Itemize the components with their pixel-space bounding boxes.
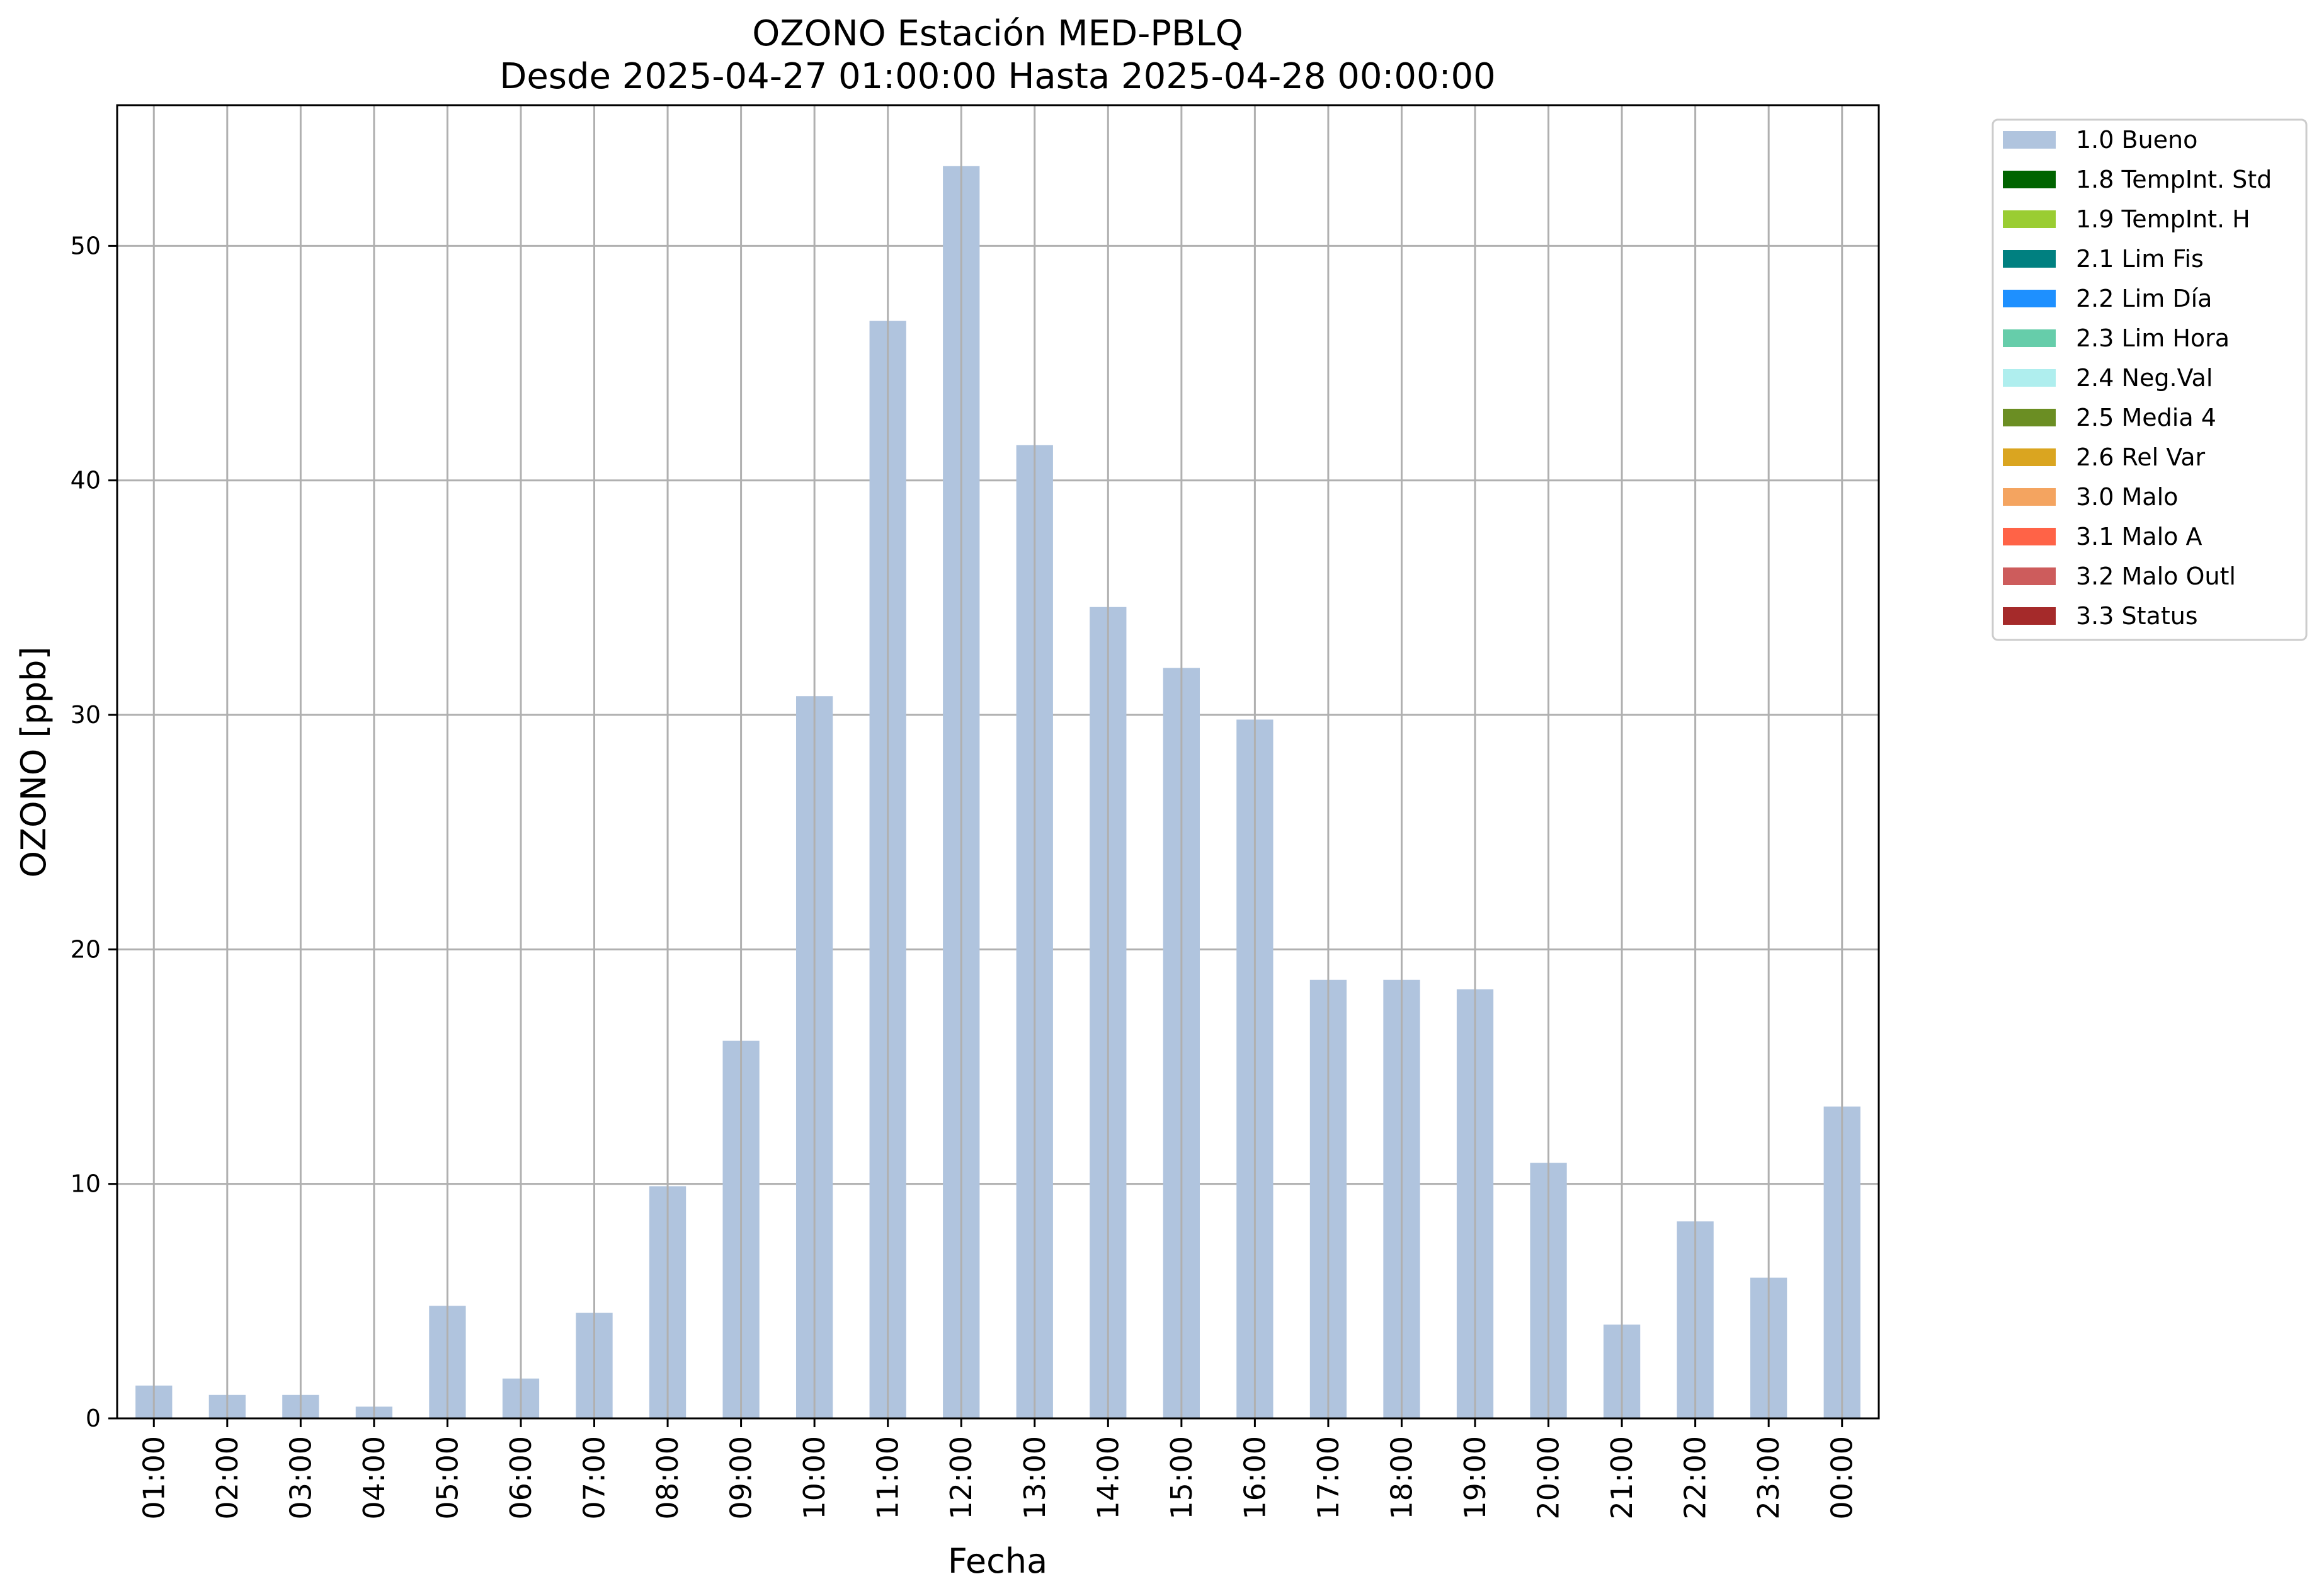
x-tick-label: 04:00 <box>357 1436 391 1520</box>
x-tick-label: 15:00 <box>1165 1436 1199 1520</box>
x-tick-label: 20:00 <box>1532 1436 1566 1520</box>
y-tick-label: 20 <box>71 935 101 963</box>
x-tick-label: 01:00 <box>137 1436 171 1520</box>
x-tick-label: 03:00 <box>283 1436 317 1520</box>
x-tick-label: 09:00 <box>724 1436 758 1520</box>
plot-grid <box>117 244 1879 1185</box>
legend-swatch <box>2003 290 2056 307</box>
legend: 1.0 Bueno 1.8 TempInt. Std 1.9 TempInt. H 2… <box>1991 118 2308 641</box>
x-tick-label: 11:00 <box>871 1436 905 1520</box>
y-tick-label: 30 <box>71 701 101 729</box>
x-tick-label: 16:00 <box>1238 1436 1272 1520</box>
plot-vertical-grid <box>152 105 1843 1418</box>
x-tick-label: 19:00 <box>1458 1436 1492 1520</box>
legend-label: 2.3 Lim Hora <box>2076 324 2230 352</box>
x-tick-label: 05:00 <box>430 1436 464 1520</box>
legend-label: 2.1 Lim Fis <box>2076 245 2204 273</box>
plot-frame <box>116 104 1880 1420</box>
legend-swatch <box>2003 567 2056 585</box>
legend-swatch <box>2003 250 2056 268</box>
legend-swatch <box>2003 607 2056 625</box>
legend-label: 3.2 Malo Outl <box>2076 562 2236 590</box>
y-tick-label: 0 <box>86 1405 101 1432</box>
legend-label: 2.6 Rel Var <box>2076 443 2206 471</box>
legend-swatch <box>2003 210 2056 228</box>
x-axis: 01:00 02:00 03:00 04:00 05:00 06:00 07:00 08:00… <box>137 1418 1859 1520</box>
x-tick-label: 12:00 <box>944 1436 978 1520</box>
y-tick-label: 10 <box>71 1170 101 1198</box>
legend-swatch <box>2003 488 2056 506</box>
x-tick-label: 23:00 <box>1752 1436 1786 1520</box>
legend-swatch <box>2003 448 2056 466</box>
legend-swatch <box>2003 171 2056 188</box>
legend-swatch <box>2003 409 2056 426</box>
legend-label: 2.2 Lim Día <box>2076 285 2212 312</box>
chart-subtitle: Desde 2025-04-27 01:00:00 Hasta 2025-04-… <box>499 56 1496 97</box>
legend-label: 1.8 TempInt. Std <box>2076 166 2272 193</box>
y-axis: 0 10 20 30 40 50 <box>71 232 117 1432</box>
legend-label: 1.0 Bueno <box>2076 126 2197 154</box>
x-tick-label: 21:00 <box>1605 1436 1639 1520</box>
y-axis-label: OZONO [ppb] <box>14 646 54 877</box>
x-tick-label: 14:00 <box>1091 1436 1125 1520</box>
legend-label: 3.1 Malo A <box>2076 523 2202 550</box>
x-tick-label: 08:00 <box>651 1436 685 1520</box>
x-tick-label: 10:00 <box>797 1436 831 1520</box>
legend-swatch <box>2003 131 2056 149</box>
x-tick-label: 06:00 <box>504 1436 538 1520</box>
legend-label: 2.4 Neg.Val <box>2076 364 2213 392</box>
y-tick-label: 50 <box>71 232 101 259</box>
x-tick-label: 18:00 <box>1384 1436 1418 1520</box>
legend-label: 1.9 TempInt. H <box>2076 205 2250 233</box>
legend-swatch <box>2003 369 2056 387</box>
chart-title: OZONO Estación MED-PBLQ <box>752 13 1243 54</box>
x-tick-label: 00:00 <box>1825 1436 1859 1520</box>
x-axis-label: Fecha <box>948 1541 1047 1581</box>
legend-swatch <box>2003 528 2056 545</box>
legend-swatch <box>2003 329 2056 347</box>
legend-label: 3.3 Status <box>2076 602 2198 630</box>
legend-label: 2.5 Media 4 <box>2076 404 2216 431</box>
x-tick-label: 13:00 <box>1018 1436 1052 1520</box>
x-tick-label: 22:00 <box>1678 1436 1712 1520</box>
x-tick-label: 02:00 <box>210 1436 244 1520</box>
legend-label: 3.0 Malo <box>2076 483 2178 511</box>
x-tick-label: 17:00 <box>1311 1436 1345 1520</box>
legend-box <box>1991 118 2308 641</box>
y-tick-label: 40 <box>71 467 101 494</box>
x-tick-label: 07:00 <box>578 1436 612 1520</box>
